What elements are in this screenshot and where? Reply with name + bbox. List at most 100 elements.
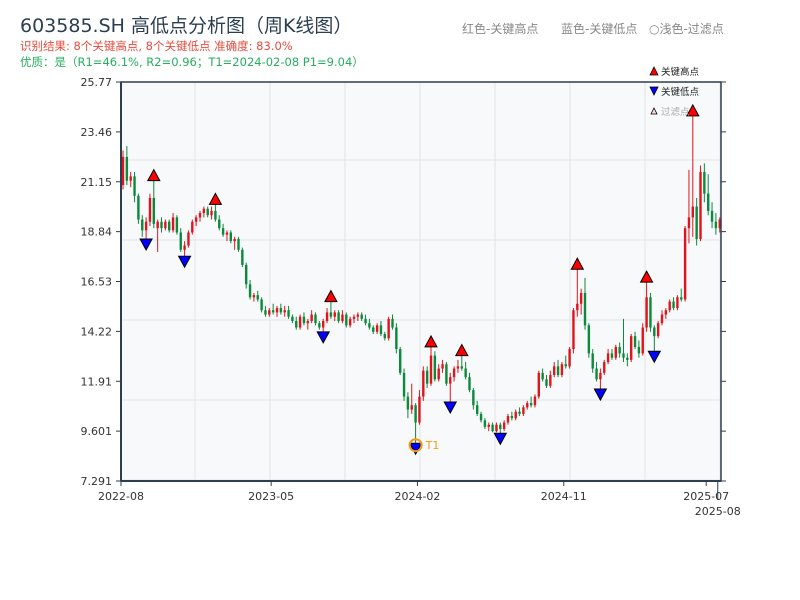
key-low-marker: [493, 432, 508, 446]
legend-filtered-icon: [650, 107, 658, 115]
candle: [710, 202, 714, 229]
candle: [160, 217, 163, 233]
candle-body: [279, 308, 283, 313]
candle: [337, 310, 340, 324]
candle: [456, 359, 460, 373]
candle: [472, 387, 475, 410]
candle-body: [325, 312, 329, 322]
candle-body: [410, 405, 413, 410]
candle: [649, 292, 652, 332]
candle-body: [352, 316, 356, 319]
candle: [691, 115, 694, 237]
candle-body: [221, 228, 225, 235]
x-tick-label: 2024-11: [541, 490, 587, 503]
candle: [718, 217, 721, 233]
candle: [433, 351, 437, 382]
y-tick-label: 16.53: [81, 276, 113, 289]
candle-body: [137, 195, 140, 220]
candle-body: [152, 197, 155, 224]
candle-body: [275, 308, 279, 313]
candle-body: [449, 377, 452, 384]
legend-high-label: 关键高点: [661, 66, 700, 78]
key-high-marker: [146, 168, 161, 182]
key-low-marker: [139, 238, 153, 252]
candle-body: [618, 346, 621, 354]
y-tick-label: 14.22: [81, 325, 113, 338]
candle: [622, 318, 625, 363]
candle-body: [356, 314, 360, 317]
candle-body: [656, 323, 660, 337]
candle-body: [322, 321, 325, 328]
candle: [198, 210, 202, 222]
candle-body: [175, 217, 179, 233]
candle: [487, 422, 490, 432]
x-tick-label: 2025-07: [683, 490, 729, 503]
candle: [687, 169, 691, 244]
hint-red-high: 红色-关键高点: [462, 22, 539, 36]
candle: [156, 219, 159, 252]
candle-body: [637, 346, 641, 354]
candle-body: [553, 366, 556, 376]
candle: [549, 370, 552, 388]
candle-body: [298, 316, 302, 328]
candle: [656, 321, 660, 339]
candle: [703, 163, 706, 203]
candle: [152, 180, 155, 229]
candle: [287, 305, 290, 319]
candle-body: [572, 310, 575, 350]
candle-body: [718, 219, 721, 229]
candle: [599, 368, 602, 390]
candle-body: [676, 297, 679, 309]
recognition-result: 识别结果: 8个关键高点, 8个关键低点 准确度: 83.0%: [20, 39, 293, 53]
candle-body: [194, 217, 198, 222]
candle: [479, 411, 483, 423]
candle: [610, 349, 614, 360]
candle-body: [433, 355, 437, 380]
candle: [194, 215, 198, 227]
candle-body: [641, 327, 644, 354]
candle-body: [341, 314, 344, 322]
candle: [560, 362, 564, 378]
candle-body: [160, 221, 163, 229]
candle: [241, 247, 244, 268]
legend: 关键高点 关键低点 过滤点: [649, 66, 700, 118]
candle: [556, 359, 560, 378]
candle: [429, 346, 433, 386]
candle-body: [318, 323, 321, 328]
candle: [541, 368, 544, 382]
y-tick-label: 9.601: [81, 425, 113, 438]
candle: [348, 316, 352, 328]
candle: [133, 172, 136, 203]
candle: [502, 420, 506, 432]
candle: [680, 288, 683, 302]
candle-body: [306, 321, 309, 324]
candle-body: [556, 366, 560, 376]
key-high-marker: [208, 192, 223, 205]
candle-body: [626, 357, 629, 360]
candle: [221, 223, 225, 237]
candle: [410, 383, 413, 414]
candle-body: [418, 396, 421, 423]
x-tick-label: 2023-05: [248, 490, 294, 503]
candle-body: [610, 353, 614, 358]
candle-body: [468, 377, 471, 391]
candle: [587, 323, 591, 358]
candle: [491, 422, 494, 433]
candle-body: [252, 295, 256, 298]
candle: [322, 318, 325, 332]
y-tick-label: 21.15: [81, 176, 113, 189]
candle: [537, 370, 540, 399]
candle-body: [522, 407, 525, 414]
candle: [225, 230, 229, 242]
hint-light-filtered: ○浅色-过滤点: [649, 22, 724, 36]
candle: [633, 331, 637, 350]
candle: [645, 282, 648, 332]
candle: [237, 236, 240, 252]
candle: [229, 230, 232, 244]
candle: [283, 305, 286, 317]
candle-body: [576, 303, 579, 311]
candle: [302, 312, 306, 326]
candle-body: [537, 372, 540, 397]
candle-body: [141, 219, 144, 231]
candle-body: [633, 336, 637, 347]
